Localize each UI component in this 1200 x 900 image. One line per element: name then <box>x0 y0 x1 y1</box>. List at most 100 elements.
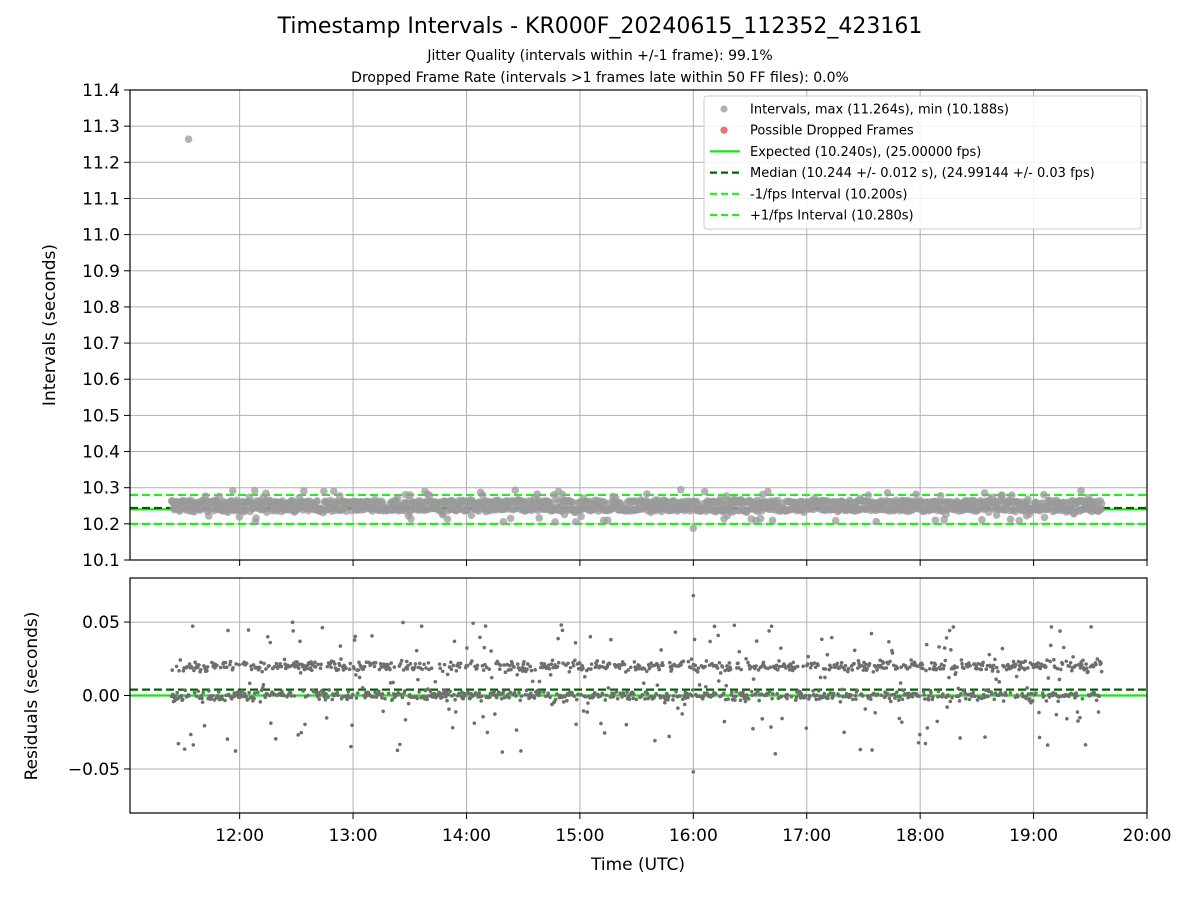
residual-point <box>741 690 745 695</box>
residual-point <box>1078 715 1082 720</box>
residual-point <box>337 663 342 668</box>
residual-point <box>498 667 502 671</box>
legend-label-3: Median (10.244 +/- 0.012 s), (24.99144 +… <box>750 166 1095 181</box>
residual-point <box>354 673 358 677</box>
legend-label-1: Possible Dropped Frames <box>750 124 914 139</box>
residual-point <box>1047 695 1052 699</box>
residual-point <box>648 665 652 670</box>
residual-point <box>925 726 930 730</box>
residual-point <box>960 662 964 666</box>
interval-point <box>980 489 989 497</box>
residual-point <box>831 691 836 696</box>
residual-point <box>501 689 506 694</box>
residual-point <box>560 628 565 633</box>
residual-point <box>228 659 233 664</box>
residual-point <box>668 660 672 665</box>
top-y-tick-label: 10.2 <box>82 515 120 535</box>
residual-point <box>710 693 715 698</box>
residual-point <box>533 668 537 672</box>
residual-point <box>849 693 853 697</box>
residual-point <box>470 659 474 663</box>
residual-point <box>940 695 944 699</box>
residual-point <box>945 705 949 709</box>
residual-point <box>452 692 456 697</box>
residual-point <box>850 668 855 672</box>
residual-point <box>936 689 941 694</box>
residual-point <box>991 666 995 671</box>
residual-point <box>514 728 519 732</box>
chart-title: Timestamp Intervals - KR000F_20240615_11… <box>277 14 923 39</box>
residual-point <box>744 693 749 697</box>
top-y-tick-label: 10.7 <box>82 334 120 354</box>
residual-point <box>398 662 403 666</box>
residual-point <box>282 657 287 662</box>
residual-point <box>200 700 205 704</box>
residual-point <box>517 668 522 672</box>
residual-point <box>746 660 750 665</box>
residual-point <box>734 690 738 694</box>
residual-point <box>1025 666 1030 670</box>
residual-point <box>405 667 410 671</box>
residual-point <box>860 694 865 698</box>
residual-point <box>574 697 579 702</box>
residual-point <box>1075 694 1079 698</box>
residual-point <box>636 666 641 671</box>
residual-point <box>856 658 861 663</box>
residual-point <box>1014 674 1019 679</box>
top-interval-points <box>167 135 1106 532</box>
interval-point <box>603 516 612 524</box>
residual-point <box>198 667 203 672</box>
residual-point <box>867 661 872 666</box>
residual-point <box>356 668 361 672</box>
residual-point <box>601 660 606 664</box>
residual-point <box>841 694 845 699</box>
residual-point <box>309 660 313 664</box>
residual-point <box>310 668 314 673</box>
residual-point <box>659 648 663 652</box>
chart-subtitle-dropped: Dropped Frame Rate (intervals >1 frames … <box>351 70 849 86</box>
residual-point <box>325 664 330 669</box>
residual-point <box>249 667 254 672</box>
residual-point <box>256 690 260 695</box>
residual-point <box>981 692 986 697</box>
residual-point <box>607 661 612 666</box>
residual-point <box>846 666 851 671</box>
residual-point <box>403 688 407 693</box>
residual-point <box>942 663 946 668</box>
residual-point <box>502 663 506 667</box>
residual-point <box>787 667 792 672</box>
residual-point <box>625 690 629 694</box>
residual-point <box>556 660 561 665</box>
residual-point <box>941 666 946 671</box>
residual-point <box>556 636 560 641</box>
bottom-y-tick-label: 0.05 <box>82 613 120 633</box>
residual-point <box>676 706 680 710</box>
residual-point <box>236 690 240 694</box>
residual-point <box>900 697 905 702</box>
residual-point <box>450 725 455 730</box>
residual-point <box>725 664 729 668</box>
residual-point <box>853 693 858 698</box>
bottom-y-axis-label: Residuals (seconds) <box>22 612 42 781</box>
residual-point <box>336 667 341 672</box>
residual-point <box>285 694 289 699</box>
residual-point <box>465 663 470 668</box>
residual-point <box>495 659 500 664</box>
residual-point <box>192 668 196 673</box>
residual-point <box>289 694 294 698</box>
residual-point <box>979 667 984 672</box>
residual-point <box>179 693 184 698</box>
residual-point <box>746 697 751 701</box>
residual-point <box>624 722 629 727</box>
residual-point <box>379 665 384 669</box>
residual-point <box>478 635 482 640</box>
top-y-tick-label: 10.3 <box>82 479 120 499</box>
residual-point <box>416 677 420 682</box>
x-ticks: 12:00 13:00 14:00 15:00 16:00 17:00 18:00 19:00… <box>215 560 1172 846</box>
residual-point <box>268 640 273 645</box>
residual-point <box>445 698 449 703</box>
interval-point <box>577 512 585 521</box>
residual-point <box>973 694 977 699</box>
residual-point <box>386 662 390 667</box>
residual-point <box>717 660 722 665</box>
